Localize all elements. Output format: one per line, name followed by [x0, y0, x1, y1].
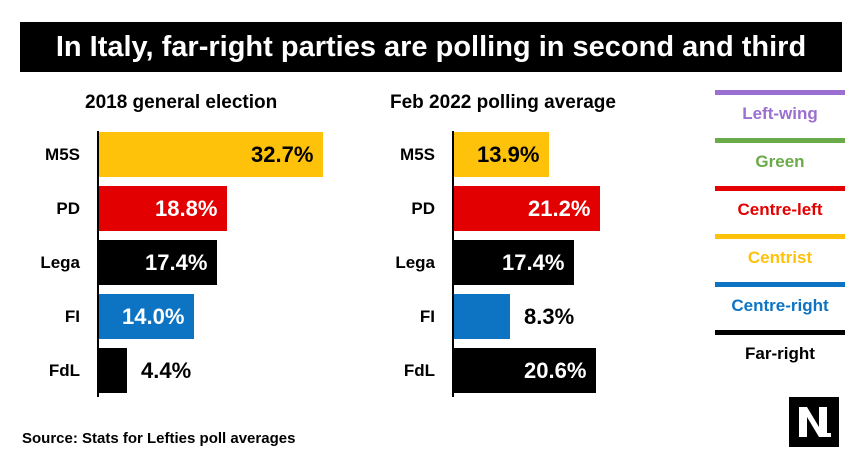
- bar-fdl: [97, 348, 127, 393]
- value-label-fdl: 4.4%: [141, 358, 192, 383]
- value-label-fi: 14.0%: [122, 304, 185, 329]
- category-label-fdl: FdL: [403, 361, 435, 380]
- chart-2018-rows: M5S 32.7% PD 18.8% Lega 17.4% FI 14.0% FdL 4.4%: [0, 88, 350, 408]
- chart-2018-title: 2018 general election: [85, 92, 278, 113]
- category-label-m5s: M5S: [45, 145, 80, 164]
- value-label-pd: 18.8%: [155, 196, 218, 221]
- value-label-lega: 17.4%: [145, 250, 208, 275]
- bar-lega: [452, 240, 574, 285]
- bar-fdl: [452, 348, 596, 393]
- category-label-lega: Lega: [395, 253, 435, 272]
- legend-swatch-left-wing: [715, 90, 845, 95]
- chart-2022-polling: Feb 2022 polling average M5S 13.9% PD 21.2%…: [370, 88, 670, 408]
- legend-swatch-centrist: [715, 234, 845, 239]
- bar-lega: [97, 240, 217, 285]
- chart-2018-axis: [97, 131, 99, 397]
- value-label-fdl: 20.6%: [524, 358, 587, 383]
- legend-label-far-right: Far-right: [745, 344, 815, 363]
- source-note: Source: Stats for Lefties poll averages: [22, 430, 296, 447]
- legend-label-centre-right: Centre-right: [731, 296, 829, 315]
- category-label-fi: FI: [64, 307, 80, 326]
- bar-fi: [452, 294, 510, 339]
- legend-swatch-green: [715, 138, 845, 143]
- legend-item-centre-left: Centre-left: [715, 186, 845, 234]
- legend-label-centrist: Centrist: [747, 248, 813, 267]
- category-label-fdl: FdL: [48, 361, 80, 380]
- legend-item-centre-right: Centre-right: [715, 282, 845, 330]
- bar-pd: [452, 186, 600, 231]
- legend-swatch-centre-left: [715, 186, 845, 191]
- category-label-pd: PD: [56, 199, 80, 218]
- category-label-m5s: M5S: [400, 145, 435, 164]
- value-label-fi: 8.3%: [524, 304, 575, 329]
- legend-item-left-wing: Left-wing: [715, 90, 845, 138]
- legend-item-centrist: Centrist: [715, 234, 845, 282]
- bar-m5s: [452, 132, 549, 177]
- nl-logo-icon: [789, 397, 839, 447]
- value-label-m5s: 32.7%: [251, 142, 314, 167]
- category-label-fi: FI: [419, 307, 435, 326]
- value-label-pd: 21.2%: [528, 196, 591, 221]
- chart-2022-title: Feb 2022 polling average: [390, 92, 616, 113]
- chart-2022-axis: [452, 131, 454, 397]
- chart-2018-election: 2018 general election M5S 32.7% PD 18.8% Leg…: [0, 88, 350, 408]
- legend-label-left-wing: Left-wing: [742, 104, 818, 123]
- legend-swatch-far-right: [715, 330, 845, 335]
- main-title: In Italy, far-right parties are polling …: [55, 30, 807, 63]
- chart-title-bar: In Italy, far-right parties are polling …: [20, 22, 842, 72]
- legend-item-far-right: Far-right: [715, 330, 845, 378]
- legend-label-green: Green: [755, 152, 805, 171]
- legend-label-centre-left: Centre-left: [737, 200, 823, 219]
- value-label-m5s: 13.9%: [477, 142, 540, 167]
- bar-fi: [97, 294, 194, 339]
- chart-2022-rows: M5S 13.9% PD 21.2% Lega 17.4% FI 8.3% FdL 20.6%: [370, 88, 670, 408]
- legend-swatch-centre-right: [715, 282, 845, 287]
- bar-m5s: [97, 132, 323, 177]
- category-label-lega: Lega: [40, 253, 80, 272]
- bar-pd: [97, 186, 227, 231]
- legend-item-green: Green: [715, 138, 845, 186]
- value-label-lega: 17.4%: [502, 250, 565, 275]
- category-label-pd: PD: [411, 199, 435, 218]
